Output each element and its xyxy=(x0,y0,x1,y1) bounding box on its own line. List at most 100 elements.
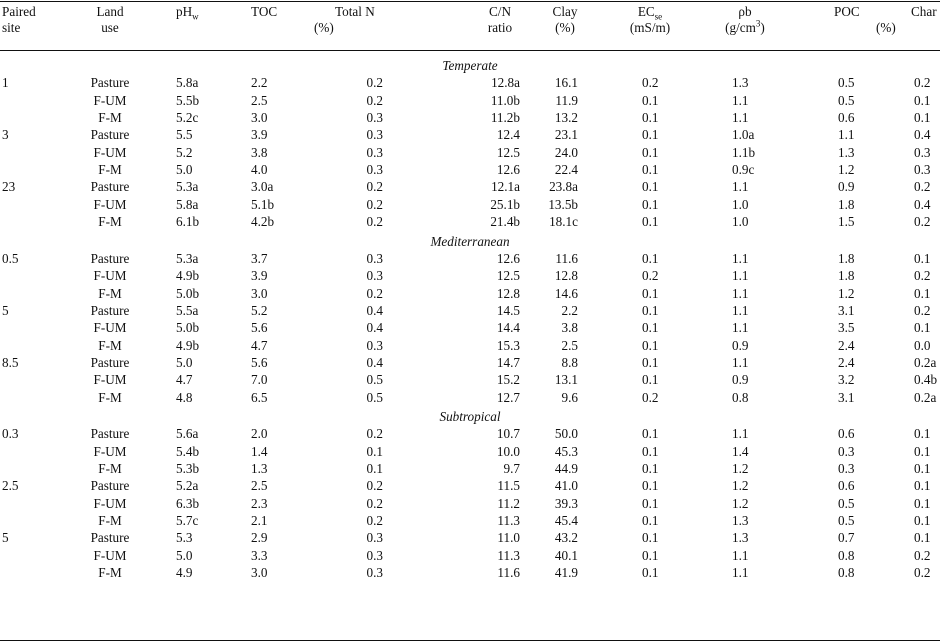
cell-poc: 0.5 xyxy=(838,513,855,529)
cell-clay: 23.8a xyxy=(549,179,578,195)
cell-land-use: Pasture xyxy=(90,302,130,318)
cell-total-n: 0.3 xyxy=(366,565,383,581)
cell-poc: 1.8 xyxy=(838,196,855,212)
cell-char: 0.1 xyxy=(914,495,931,511)
cell-cn-ratio: 12.7 xyxy=(496,389,520,405)
cell-total-n: 0.2 xyxy=(366,513,383,529)
cell-cn-ratio: 11.0b xyxy=(490,92,520,108)
cell-ec: 0.1 xyxy=(642,179,659,195)
cell-char: 0.2a xyxy=(914,389,937,405)
cell-ph: 5.8a xyxy=(176,196,199,212)
cell-bulk-density: 1.0a xyxy=(732,127,755,143)
cell-land-use: F-UM xyxy=(93,320,127,336)
cell-clay: 11.6 xyxy=(555,250,578,266)
cell-clay: 18.1c xyxy=(549,214,578,230)
cell-toc: 1.3 xyxy=(251,461,268,477)
cell-ec: 0.1 xyxy=(642,250,659,266)
cell-char: 0.3 xyxy=(914,162,931,178)
cell-toc: 2.1 xyxy=(251,513,268,529)
cell-char: 0.1 xyxy=(914,250,931,266)
cell-clay: 16.1 xyxy=(554,75,578,91)
cell-cn-ratio: 11.5 xyxy=(497,478,520,494)
cell-bulk-density: 1.1 xyxy=(732,547,749,563)
cell-poc: 1.3 xyxy=(838,144,855,160)
cell-clay: 9.6 xyxy=(561,389,578,405)
cell-poc: 0.8 xyxy=(838,547,855,563)
cell-bulk-density: 1.1 xyxy=(732,179,749,195)
cell-site: 3 xyxy=(2,127,9,143)
cell-site: 0.3 xyxy=(2,426,19,442)
cell-cn-ratio: 14.4 xyxy=(496,320,520,336)
cell-char: 0.2 xyxy=(914,179,931,195)
cell-site: 1 xyxy=(2,75,9,91)
cell-total-n: 0.2 xyxy=(366,196,383,212)
cell-clay: 13.5b xyxy=(548,196,578,212)
cell-ec: 0.1 xyxy=(642,302,659,318)
cell-bulk-density: 0.9c xyxy=(732,162,755,178)
cell-total-n: 0.4 xyxy=(366,320,383,336)
header-unit-percent-1: (%) xyxy=(314,20,334,35)
cell-ec: 0.1 xyxy=(642,565,659,581)
cell-toc: 2.9 xyxy=(251,530,268,546)
cell-ec: 0.1 xyxy=(642,337,659,353)
cell-char: 0.2 xyxy=(914,565,931,581)
cell-total-n: 0.2 xyxy=(366,495,383,511)
cell-clay: 8.8 xyxy=(561,354,578,370)
cell-ph: 5.3a xyxy=(176,250,199,266)
cell-poc: 2.4 xyxy=(838,337,855,353)
cell-land-use: F-UM xyxy=(93,443,127,459)
cell-ph: 5.2c xyxy=(176,110,199,126)
cell-bulk-density: 1.3 xyxy=(732,530,749,546)
cell-bulk-density: 1.3 xyxy=(732,513,749,529)
cell-cn-ratio: 25.1b xyxy=(490,196,520,212)
cell-bulk-density: 0.9 xyxy=(732,372,749,388)
cell-total-n: 0.3 xyxy=(366,530,383,546)
cell-ph: 6.3b xyxy=(176,495,200,511)
cell-toc: 4.2b xyxy=(251,214,275,230)
cell-bulk-density: 1.1 xyxy=(732,285,749,301)
cell-poc: 1.1 xyxy=(838,127,855,143)
cell-clay: 45.4 xyxy=(554,513,578,529)
cell-ph: 5.3 xyxy=(176,530,193,546)
cell-char: 0.2a xyxy=(914,354,937,370)
cell-ec: 0.1 xyxy=(642,110,659,126)
header-bulk-density: ρb (g/cm3) xyxy=(725,4,765,35)
cell-ec: 0.2 xyxy=(642,389,659,405)
cell-char: 0.2 xyxy=(914,302,931,318)
cell-land-use: Pasture xyxy=(90,530,130,546)
cell-bulk-density: 1.2 xyxy=(732,495,749,511)
cell-land-use: F-M xyxy=(98,285,122,301)
cell-toc: 3.9 xyxy=(251,268,268,284)
cell-toc: 2.3 xyxy=(251,495,268,511)
cell-char: 0.1 xyxy=(914,285,931,301)
zone-heading: Subtropical xyxy=(439,409,501,424)
cell-ec: 0.1 xyxy=(642,92,659,108)
cell-poc: 0.8 xyxy=(838,565,855,581)
cell-bulk-density: 1.0 xyxy=(732,214,749,230)
cell-land-use: Pasture xyxy=(90,179,130,195)
cell-ph: 4.7 xyxy=(176,372,193,388)
cell-land-use: F-M xyxy=(98,110,122,126)
cell-toc: 5.2 xyxy=(251,302,268,318)
cell-ec: 0.1 xyxy=(642,320,659,336)
cell-toc: 7.0 xyxy=(251,372,268,388)
cell-total-n: 0.2 xyxy=(366,92,383,108)
cell-cn-ratio: 12.5 xyxy=(496,144,520,160)
cell-char: 0.1 xyxy=(914,92,931,108)
cell-poc: 0.6 xyxy=(838,478,855,494)
cell-clay: 2.5 xyxy=(561,337,578,353)
cell-land-use: F-M xyxy=(98,337,122,353)
cell-cn-ratio: 14.5 xyxy=(496,302,520,318)
cell-ph: 5.5a xyxy=(176,302,199,318)
cell-bulk-density: 1.1 xyxy=(732,426,749,442)
cell-toc: 3.0 xyxy=(251,110,268,126)
cell-char: 0.2 xyxy=(914,214,931,230)
cell-total-n: 0.1 xyxy=(366,443,383,459)
cell-cn-ratio: 12.8 xyxy=(496,285,520,301)
cell-clay: 39.3 xyxy=(554,495,578,511)
cell-char: 0.1 xyxy=(914,426,931,442)
cell-poc: 0.9 xyxy=(838,179,855,195)
cell-toc: 2.2 xyxy=(251,75,268,91)
cell-ph: 4.9 xyxy=(176,565,193,581)
cell-total-n: 0.3 xyxy=(366,268,383,284)
